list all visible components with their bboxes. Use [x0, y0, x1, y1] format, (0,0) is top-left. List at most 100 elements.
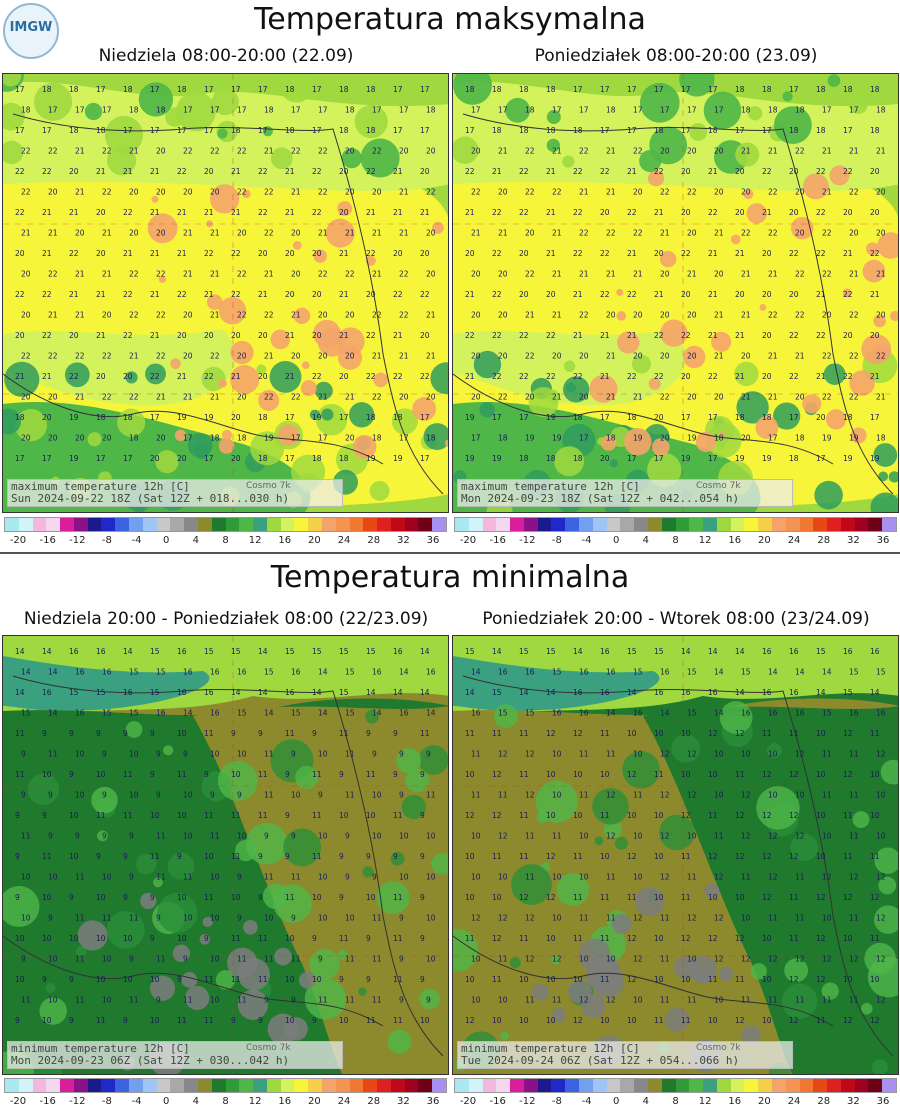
- temperature-value: 17: [552, 106, 562, 115]
- colorbar-label: 36: [876, 1096, 890, 1107]
- temperature-value: 21: [264, 270, 274, 279]
- temperature-value: 17: [870, 413, 880, 422]
- temperature-value: 22: [681, 249, 691, 258]
- colorbar-label: -8: [551, 1096, 562, 1107]
- colorbar-label: 36: [426, 535, 440, 546]
- temperature-value: 9: [69, 893, 74, 902]
- temperature-value: 16: [177, 688, 187, 697]
- temperature-value: 21: [687, 270, 697, 279]
- temperature-value: 19: [687, 434, 697, 443]
- temperature-value: 11: [237, 955, 247, 964]
- colorbar-label: 4: [192, 1096, 200, 1107]
- temperature-value: 9: [15, 852, 20, 861]
- temperature-value: 19: [492, 454, 502, 463]
- cold-patch: [551, 1007, 567, 1023]
- colorbar-swatch: [239, 1079, 254, 1092]
- colorbar-swatch: [854, 518, 869, 531]
- temperature-value: 10: [96, 893, 106, 902]
- temperature-value: 14: [366, 688, 376, 697]
- temperature-value: 18: [708, 126, 718, 135]
- colorbar-swatch: [363, 1079, 378, 1092]
- coastal-patch: [546, 110, 561, 125]
- temperature-value: 21: [210, 311, 220, 320]
- temperature-value: 18: [843, 413, 853, 422]
- colorbar-swatch: [73, 1079, 88, 1092]
- temperature-value: 9: [366, 934, 371, 943]
- temperature-value: 9: [291, 832, 296, 841]
- coastal-patch: [453, 74, 493, 105]
- temperature-value: 10: [816, 729, 826, 738]
- temperature-value: 20: [762, 372, 772, 381]
- temperature-value: 9: [312, 934, 317, 943]
- temperature-value: 20: [687, 147, 697, 156]
- temperature-value: 10: [546, 1016, 556, 1025]
- temperature-value: 20: [210, 188, 220, 197]
- hot-patch: [873, 314, 886, 328]
- temperature-value: 11: [708, 811, 718, 820]
- temperature-value: 21: [735, 372, 745, 381]
- coastal-patch: [341, 148, 362, 169]
- temperature-value: 18: [735, 85, 745, 94]
- temperature-value: 21: [96, 290, 106, 299]
- temperature-value: 21: [399, 229, 409, 238]
- colorbar-label: 8: [222, 535, 229, 546]
- temperature-value: 20: [471, 352, 481, 361]
- map-info-box: maximum temperature 12h [C] Sun 2024-09-…: [7, 479, 343, 507]
- temperature-value: 20: [420, 167, 430, 176]
- temperature-value: 10: [552, 791, 562, 800]
- temperature-value: 19: [393, 454, 403, 463]
- temperature-value: 10: [75, 791, 85, 800]
- temperature-value: 20: [291, 229, 301, 238]
- temperature-value: 17: [654, 85, 664, 94]
- temperature-value: 19: [546, 413, 556, 422]
- temperature-value: 11: [15, 729, 25, 738]
- temperature-value: 9: [237, 791, 242, 800]
- temperature-value: 17: [393, 85, 403, 94]
- colorbar-legend: -20 -16 -12 -8 -4 0 4 8 12 16 20 24 28 32 36: [452, 517, 899, 547]
- temperature-value: 20: [96, 208, 106, 217]
- temperature-value: 9: [48, 791, 53, 800]
- temperature-value: 14: [471, 668, 481, 677]
- colorbar-label: -4: [131, 535, 142, 546]
- temperature-value: 22: [492, 249, 502, 258]
- terrain-patch: [283, 828, 322, 867]
- temperature-value: 9: [345, 873, 350, 882]
- terrain-patch: [546, 389, 560, 403]
- temperature-value: 22: [525, 147, 535, 156]
- coastal-patch: [679, 74, 715, 97]
- temperature-value: 18: [876, 434, 886, 443]
- coastal-patch: [849, 95, 868, 115]
- temperature-value: 22: [318, 270, 328, 279]
- temperature-value: 20: [129, 188, 139, 197]
- temperature-value: 18: [69, 126, 79, 135]
- temperature-value: 10: [372, 791, 382, 800]
- hot-patch: [432, 221, 444, 234]
- temperature-value: 9: [258, 1016, 263, 1025]
- temperature-value: 10: [177, 934, 187, 943]
- temperature-value: 20: [426, 393, 436, 402]
- temperature-value: 11: [264, 750, 274, 759]
- colorbar-label: 16: [278, 1096, 292, 1107]
- temperature-value: 17: [291, 434, 301, 443]
- temperature-value: 11: [312, 811, 322, 820]
- colorbar-label: 28: [367, 1096, 381, 1107]
- colorbar-swatch: [225, 518, 240, 531]
- temperature-value: 20: [633, 188, 643, 197]
- temperature-value: 11: [870, 934, 880, 943]
- temperature-value: 11: [291, 955, 301, 964]
- mild-region-south: [3, 329, 236, 406]
- terrain-patch: [418, 745, 448, 775]
- temperature-value: 20: [21, 434, 31, 443]
- temperature-value: 22: [345, 270, 355, 279]
- temperature-value: 20: [366, 290, 376, 299]
- primary-region: [643, 706, 898, 1074]
- temperature-value: 9: [177, 975, 182, 984]
- colorbar-swatch: [32, 1079, 47, 1092]
- colorbar-swatch: [170, 1079, 185, 1092]
- temperature-value: 20: [420, 249, 430, 258]
- colorbar-swatch: [758, 518, 772, 531]
- temperature-value: 21: [15, 372, 25, 381]
- temperature-value: 20: [237, 393, 247, 402]
- temperature-value: 11: [312, 770, 322, 779]
